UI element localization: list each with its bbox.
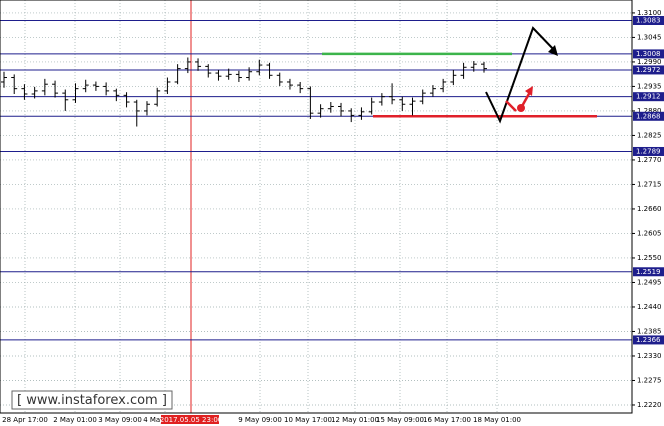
level-label: 1.3008	[636, 50, 661, 58]
level-label: 1.2366	[636, 336, 661, 344]
y-tick-label: 1.2440	[637, 303, 662, 311]
alt-path	[505, 100, 517, 112]
x-tick-label: 10 May 17:00	[284, 416, 332, 424]
y-tick-label: 1.2385	[637, 327, 662, 335]
level-label-box	[633, 146, 664, 156]
x-tick-label: 18 May 01:00	[473, 416, 521, 424]
y-axis: 1.3100 1.3045 1.2990 1.2935 1.2880 1.2825 1.27…	[632, 9, 664, 409]
x-axis: 28 Apr 17:00 2 May 01:00 3 May 09:00 4 May …	[2, 415, 521, 424]
x-tick-label: 2017.05.05 23:00	[160, 416, 222, 424]
x-tick-label: 16 May 17:00	[423, 416, 471, 424]
alt-path	[519, 91, 532, 109]
price-bars	[1, 57, 487, 127]
level-label-box	[633, 267, 664, 277]
y-tick-label: 1.2825	[637, 131, 662, 139]
y-tick-label: 1.2605	[637, 229, 662, 237]
x-label-highlight	[161, 415, 219, 424]
forecast-arrows	[485, 26, 558, 124]
level-label: 1.3083	[636, 16, 661, 24]
y-tick-label: 1.2935	[637, 82, 662, 90]
level-label: 1.2868	[636, 112, 661, 120]
y-tick-label: 1.2770	[637, 156, 662, 164]
level-label-box	[633, 49, 664, 59]
level-label: 1.2972	[636, 66, 661, 74]
y-tick-label: 1.3100	[637, 9, 662, 17]
level-label: 1.2519	[636, 268, 661, 276]
arrowhead	[525, 86, 533, 96]
level-label-box	[633, 111, 664, 121]
x-tick-label: 9 May 09:00	[238, 416, 282, 424]
x-tick-label: 15 May 09:00	[376, 416, 424, 424]
watermark: [ www.instaforex.com ]	[17, 393, 167, 408]
x-tick-label: 28 Apr 17:00	[2, 416, 48, 424]
plot-frame	[0, 0, 633, 414]
x-tick-label: 3 May 09:00	[98, 416, 142, 424]
level-label-box	[633, 92, 664, 102]
y-tick-label: 1.2550	[637, 254, 662, 262]
arrowhead	[548, 45, 558, 56]
y-tick-label: 1.2660	[637, 205, 662, 213]
y-tick-label: 1.3045	[637, 33, 662, 41]
level-label: 1.2912	[636, 93, 661, 101]
y-tick-label: 1.2330	[637, 352, 662, 360]
level-label-box	[633, 65, 664, 75]
y-tick-label: 1.2220	[637, 401, 662, 409]
level-label-box	[633, 335, 664, 345]
y-tick-label: 1.2495	[637, 278, 662, 286]
x-tick-label: 2 May 01:00	[53, 416, 97, 424]
y-tick-label: 1.2275	[637, 376, 662, 384]
level-label-box	[633, 15, 664, 25]
y-tick-label: 1.2715	[637, 180, 662, 188]
x-tick-label: 12 May 01:00	[331, 416, 379, 424]
watermark-box	[11, 390, 173, 410]
y-tick-label: 1.2880	[637, 107, 662, 115]
level-label: 1.2789	[636, 147, 661, 155]
y-tick-label: 1.2990	[637, 58, 662, 66]
levels	[0, 19, 632, 341]
forecast-path	[485, 26, 557, 124]
